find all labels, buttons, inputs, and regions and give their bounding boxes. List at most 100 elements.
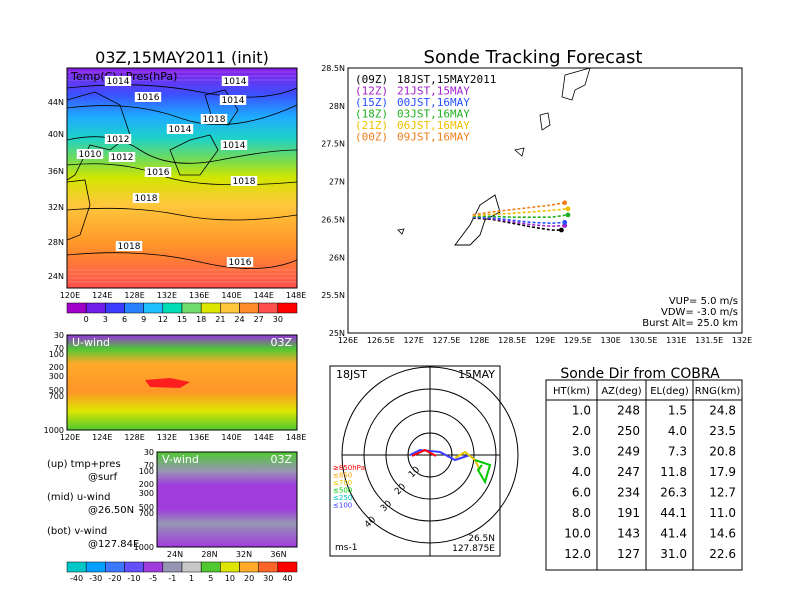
legend-utc: (15Z): [355, 96, 388, 109]
wind-colorbar-label: -10: [128, 574, 141, 583]
polar-unit: ms-1: [335, 543, 357, 553]
track-endpoint: [559, 227, 564, 233]
table-cell: 12.7: [709, 486, 736, 500]
lat-tick-label: 36N: [48, 167, 64, 176]
note-bot-line2: @127.84E: [88, 539, 139, 550]
track-x-tick: 127E: [404, 336, 424, 345]
table-cell: 20.8: [709, 445, 736, 459]
track-x-tick: 129E: [535, 336, 555, 345]
vwind-y-tick: 70: [144, 461, 154, 470]
table-cell: 10.0: [564, 527, 591, 541]
wind-colorbar-segment: [200, 561, 221, 573]
wind-colorbar-segment: [143, 561, 164, 573]
lat-tick-label: 24N: [48, 272, 64, 281]
track-y-tick: 28N: [329, 102, 345, 111]
table-cell: 12.0: [564, 547, 591, 561]
polar-date: 15MAY: [458, 368, 495, 381]
wind-colorbar-label: -20: [108, 574, 121, 583]
polar-lon: 127.875E: [452, 544, 495, 554]
map-lon-ticks: 120E 124E 128E 132E 136E 140E 144E 148E: [60, 291, 306, 300]
track-series: [472, 200, 571, 233]
lon-tick-label: 144E: [254, 291, 274, 300]
level-label: ≤700: [333, 479, 352, 487]
temp-colorbar-label: 12: [158, 315, 168, 324]
track-x-tick: 126E: [338, 336, 358, 345]
track-y-tick: 27N: [329, 178, 345, 187]
track-x-tick: 127.5E: [433, 336, 461, 345]
vwind-field: [157, 452, 297, 547]
temp-colorbar-segment: [277, 302, 298, 314]
temp-colorbar-label: 27: [254, 315, 264, 324]
pressure-label-bg: [144, 167, 172, 177]
forecast-title: Sonde Tracking Forecast: [424, 47, 643, 68]
uwind-y-tick: 700: [49, 392, 64, 401]
vwind-x-tick: 36N: [270, 550, 286, 559]
uwind-x-tick: 120E: [60, 433, 80, 442]
pressure-label: 1012: [111, 153, 134, 163]
param-vup: VUP= 5.0 m/s: [669, 296, 738, 307]
track-x-tick: 130.5E: [630, 336, 658, 345]
lat-tick-label: 44N: [48, 98, 64, 107]
level-label: ≤500: [333, 487, 352, 495]
uwind-y-tick: 500: [49, 386, 64, 395]
pressure-label-bg: [104, 76, 132, 86]
track-frame: [347, 67, 743, 334]
wind-colorbar-label: -40: [70, 574, 83, 583]
legend-jst: 03JST,16MAY: [397, 108, 470, 121]
track-x-tick: 128.5E: [498, 336, 526, 345]
wind-colorbar-segment: [277, 561, 298, 573]
wind-colorbar-label: 20: [244, 574, 254, 583]
sonde-params: VUP= 5.0 m/s VDW= -3.0 m/s Burst Alt= 25…: [642, 296, 738, 329]
pressure-label-bg: [230, 176, 258, 186]
table-cell: 22.6: [709, 547, 736, 561]
temp-colorbar-label: 21: [215, 315, 225, 324]
table-cell: 31.0: [660, 547, 687, 561]
track-y-ticks: 28.5N 28N 27.5N 27N 26.5N 26N 25.5N 25N: [321, 64, 345, 338]
legend-utc: (09Z): [355, 73, 388, 86]
pressure-label: 1014: [224, 77, 247, 87]
table-cell: 44.1: [660, 506, 687, 520]
track-line: [472, 208, 569, 217]
track-endpoint: [565, 212, 571, 218]
temperature-map: Temp(C)+Pres(hPa) 1014101610141014101210…: [48, 67, 306, 324]
table-cell: 247: [617, 465, 640, 479]
temp-colorbar-segment: [181, 302, 202, 314]
pressure-label: 1014: [222, 96, 245, 106]
temp-colorbar-segment: [124, 302, 144, 314]
track-x-tick: 128E: [469, 336, 489, 345]
uwind-y-tick: 300: [49, 372, 64, 381]
uwind-y-tick: 100: [49, 350, 64, 359]
temp-colorbar-segment: [220, 302, 240, 314]
vwind-x-tick: 28N: [201, 550, 217, 559]
vwind-time: 03Z: [270, 453, 292, 466]
uwind-x-tick: 124E: [92, 433, 112, 442]
uwind-frame: [66, 334, 298, 431]
temp-colorbar-label: 6: [122, 315, 127, 324]
temp-colorbar-segment: [162, 302, 183, 314]
table-cell: 8.0: [572, 506, 591, 520]
temp-colorbar-segment: [200, 302, 221, 314]
temp-colorbar-label: 9: [141, 315, 146, 324]
pressure-label-bg: [221, 76, 249, 86]
level-label: ≤850: [333, 472, 352, 480]
table-cell: 11.8: [660, 465, 687, 479]
temp-colorbar-segment: [239, 302, 259, 314]
table-cell: 11.0: [709, 506, 736, 520]
param-burst: Burst Alt= 25.0 km: [642, 318, 738, 329]
lon-tick-label: 136E: [189, 291, 209, 300]
vwind-x-tick: 24N: [167, 550, 183, 559]
track-y-tick: 28.5N: [321, 64, 345, 73]
hodograph-high: [474, 459, 492, 485]
wind-colorbar-segment: [85, 561, 106, 573]
wind-colorbar-label: 10: [225, 574, 235, 583]
map-frame: [66, 67, 298, 289]
vwind-y-tick: 700: [139, 509, 154, 518]
temp-colorbar-segment: [66, 302, 87, 314]
note-up-line1: (up) tmp+pres: [47, 459, 121, 470]
temp-colorbar-label: 30: [273, 315, 283, 324]
note-up-line2: @surf: [88, 472, 118, 483]
